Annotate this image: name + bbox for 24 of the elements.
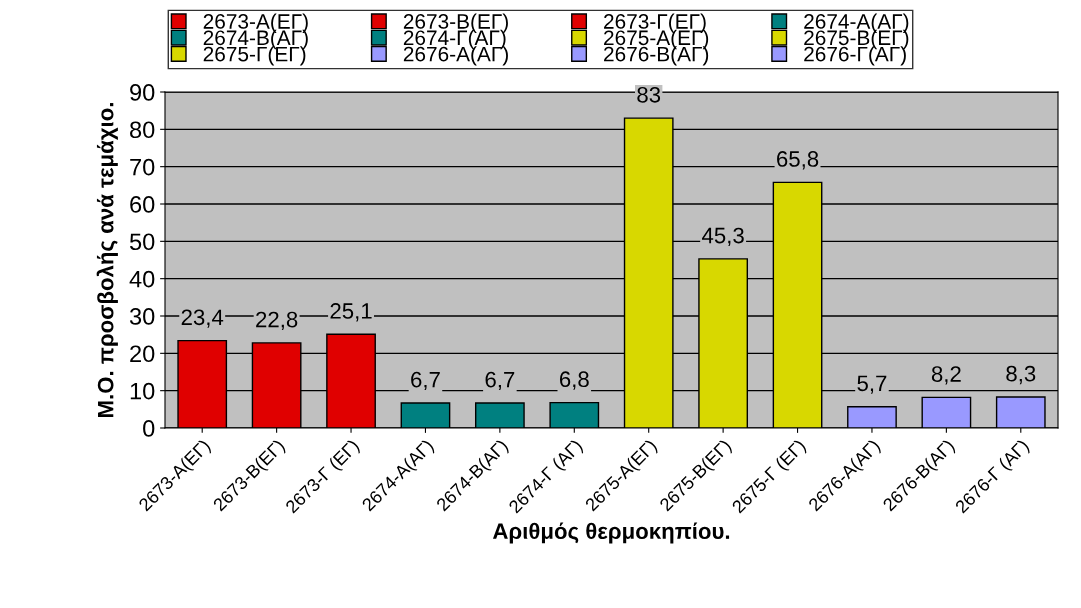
y-axis-title: Μ.Ο. προσβολής ανά τεμάχιο. bbox=[96, 103, 118, 417]
y-tick-label: 50 bbox=[129, 233, 155, 251]
data-label: 6,7 bbox=[411, 371, 440, 391]
y-tick-label: 0 bbox=[143, 420, 155, 437]
data-label: 8,2 bbox=[931, 366, 961, 385]
y-tick-label: 60 bbox=[130, 196, 155, 213]
data-label: 6,7 bbox=[485, 371, 515, 391]
data-label: 8,3 bbox=[1006, 365, 1036, 385]
y-tick-label: 30 bbox=[129, 308, 155, 325]
data-label: 22,8 bbox=[256, 311, 298, 330]
y-tick-label: 80 bbox=[130, 121, 155, 139]
y-tick-label: 20 bbox=[130, 345, 155, 363]
data-label: 5,7 bbox=[857, 375, 887, 394]
data-label: 23,4 bbox=[181, 309, 224, 328]
data-label: 83 bbox=[637, 86, 661, 103]
data-label: 45,3 bbox=[702, 227, 744, 246]
data-label: 65,8 bbox=[777, 151, 819, 170]
data-label: 25,1 bbox=[330, 303, 372, 322]
y-tick-label: 40 bbox=[129, 270, 155, 288]
data-label: 6,8 bbox=[559, 371, 589, 390]
x-axis-title: Αριθμός θερμοκηπίου. bbox=[492, 522, 730, 544]
y-tick-label: 90 bbox=[130, 84, 155, 101]
y-tick-label: 70 bbox=[130, 158, 155, 176]
y-tick-label: 10 bbox=[130, 382, 155, 400]
